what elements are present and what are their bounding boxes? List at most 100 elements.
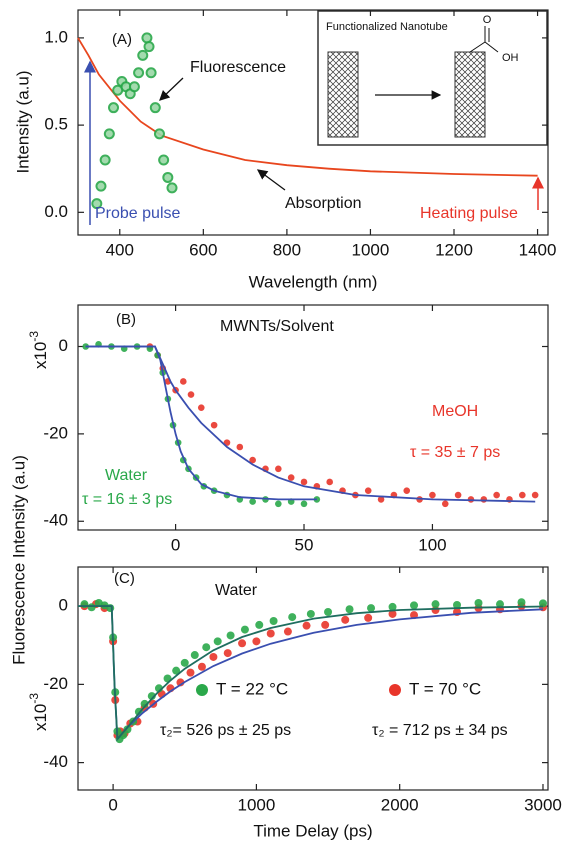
data-point bbox=[213, 637, 222, 646]
data-point bbox=[364, 487, 372, 494]
data-point bbox=[149, 102, 161, 114]
data-point bbox=[202, 643, 211, 652]
data-point bbox=[454, 491, 462, 499]
data-point bbox=[128, 81, 140, 93]
y-tick-label: -20 bbox=[43, 423, 68, 442]
y-tick-label: 1.0 bbox=[44, 27, 68, 46]
fit-line bbox=[85, 345, 536, 503]
data-point bbox=[517, 598, 526, 607]
annotation: τ = 16 ± 3 ps bbox=[82, 491, 172, 508]
absorption-arrow bbox=[256, 169, 286, 191]
data-point bbox=[166, 182, 178, 194]
x-tick-label: 0 bbox=[171, 535, 180, 554]
data-point bbox=[493, 491, 500, 499]
data-point bbox=[210, 421, 218, 429]
data-point bbox=[431, 600, 440, 609]
y-tick-label: 0.0 bbox=[44, 202, 68, 221]
y-tick-label: 0 bbox=[59, 596, 68, 615]
data-point bbox=[403, 487, 411, 494]
data-point bbox=[341, 615, 350, 624]
x-tick-label: 400 bbox=[106, 240, 134, 259]
multiplier: x10-3 bbox=[27, 331, 50, 369]
data-point bbox=[180, 378, 187, 385]
data-point bbox=[364, 613, 373, 622]
data-point bbox=[143, 41, 155, 53]
data-point bbox=[133, 67, 145, 79]
x-tick-label: 2000 bbox=[381, 795, 419, 814]
y-tick-label: 0.5 bbox=[44, 115, 68, 134]
fluorescence-arrow bbox=[159, 77, 184, 101]
annotation: (B) bbox=[116, 311, 136, 328]
x-tick-label: 3000 bbox=[524, 795, 562, 814]
plot-frame bbox=[77, 9, 549, 236]
y-axis-label: Fluorescence Intensity (a.u) bbox=[9, 455, 28, 665]
fit-line bbox=[78, 605, 544, 742]
data-point bbox=[187, 391, 195, 398]
data-point bbox=[324, 607, 333, 616]
data-point bbox=[209, 652, 218, 661]
y-axis-label: Intensity (a.u) bbox=[13, 71, 32, 174]
data-point bbox=[87, 603, 96, 612]
data-point bbox=[441, 500, 449, 508]
data-point bbox=[249, 456, 256, 464]
data-point bbox=[453, 600, 462, 609]
fit-line bbox=[85, 345, 317, 501]
data-point bbox=[91, 198, 103, 210]
x-axis-label: Wavelength (nm) bbox=[249, 272, 378, 291]
annotation: Absorption bbox=[285, 195, 362, 212]
data-point bbox=[326, 478, 333, 486]
data-point bbox=[147, 692, 156, 701]
data-point bbox=[300, 478, 308, 486]
data-point bbox=[162, 171, 174, 183]
multiplier-base: x10 bbox=[31, 704, 50, 731]
y-tick-label: -20 bbox=[43, 674, 68, 693]
fit-line bbox=[77, 37, 538, 177]
data-point bbox=[306, 609, 315, 618]
annotation: (C) bbox=[114, 570, 135, 587]
x-tick-label: 800 bbox=[273, 240, 301, 259]
x-tick-label: 1000 bbox=[352, 240, 390, 259]
x-tick-label: 1000 bbox=[237, 795, 275, 814]
plot-frame bbox=[77, 304, 549, 531]
data-point bbox=[321, 620, 330, 629]
data-point bbox=[249, 498, 256, 505]
carboxyl-bonds bbox=[469, 26, 499, 53]
legend-marker bbox=[196, 684, 208, 696]
panels: 400 600 800 1000 1200 14000.00.51.0Wavelength… bbox=[9, 9, 562, 840]
annotation: MeOH bbox=[432, 403, 478, 420]
data-point bbox=[236, 443, 244, 451]
data-point bbox=[410, 601, 419, 610]
legend-label: T = 70 °C bbox=[409, 679, 481, 698]
data-point bbox=[108, 102, 120, 114]
legend-label: T = 22 °C bbox=[216, 679, 288, 698]
inset-title: Functionalized Nanotube bbox=[326, 21, 448, 33]
plot-frame bbox=[77, 566, 549, 791]
data-point bbox=[103, 128, 115, 140]
data-point bbox=[226, 631, 235, 640]
data-point bbox=[367, 604, 376, 613]
x-tick-label: 50 bbox=[295, 535, 314, 554]
data-point bbox=[519, 491, 526, 499]
annotation: Heating pulse bbox=[420, 205, 518, 222]
inset-label: OH bbox=[502, 52, 519, 64]
data-point bbox=[429, 491, 436, 499]
data-point bbox=[388, 602, 397, 611]
data-point bbox=[197, 662, 206, 671]
multiplier-exponent: -3 bbox=[27, 693, 41, 704]
data-point bbox=[302, 621, 311, 630]
annotation: τ₂= 526 ps ± 25 ps bbox=[160, 722, 291, 739]
x-tick-label: 1400 bbox=[519, 240, 557, 259]
annotation: Water bbox=[215, 582, 258, 599]
data-point bbox=[238, 639, 247, 648]
inset-label: O bbox=[483, 14, 492, 26]
data-point bbox=[495, 600, 504, 609]
x-tick-label: 0 bbox=[108, 795, 117, 814]
data-point bbox=[141, 32, 153, 44]
data-point bbox=[531, 491, 539, 499]
data-point bbox=[255, 620, 264, 629]
data-point bbox=[377, 496, 385, 503]
x-axis-label: Time Delay (ps) bbox=[253, 821, 372, 840]
data-point bbox=[140, 699, 149, 708]
data-point bbox=[172, 666, 181, 675]
data-point bbox=[95, 180, 107, 192]
